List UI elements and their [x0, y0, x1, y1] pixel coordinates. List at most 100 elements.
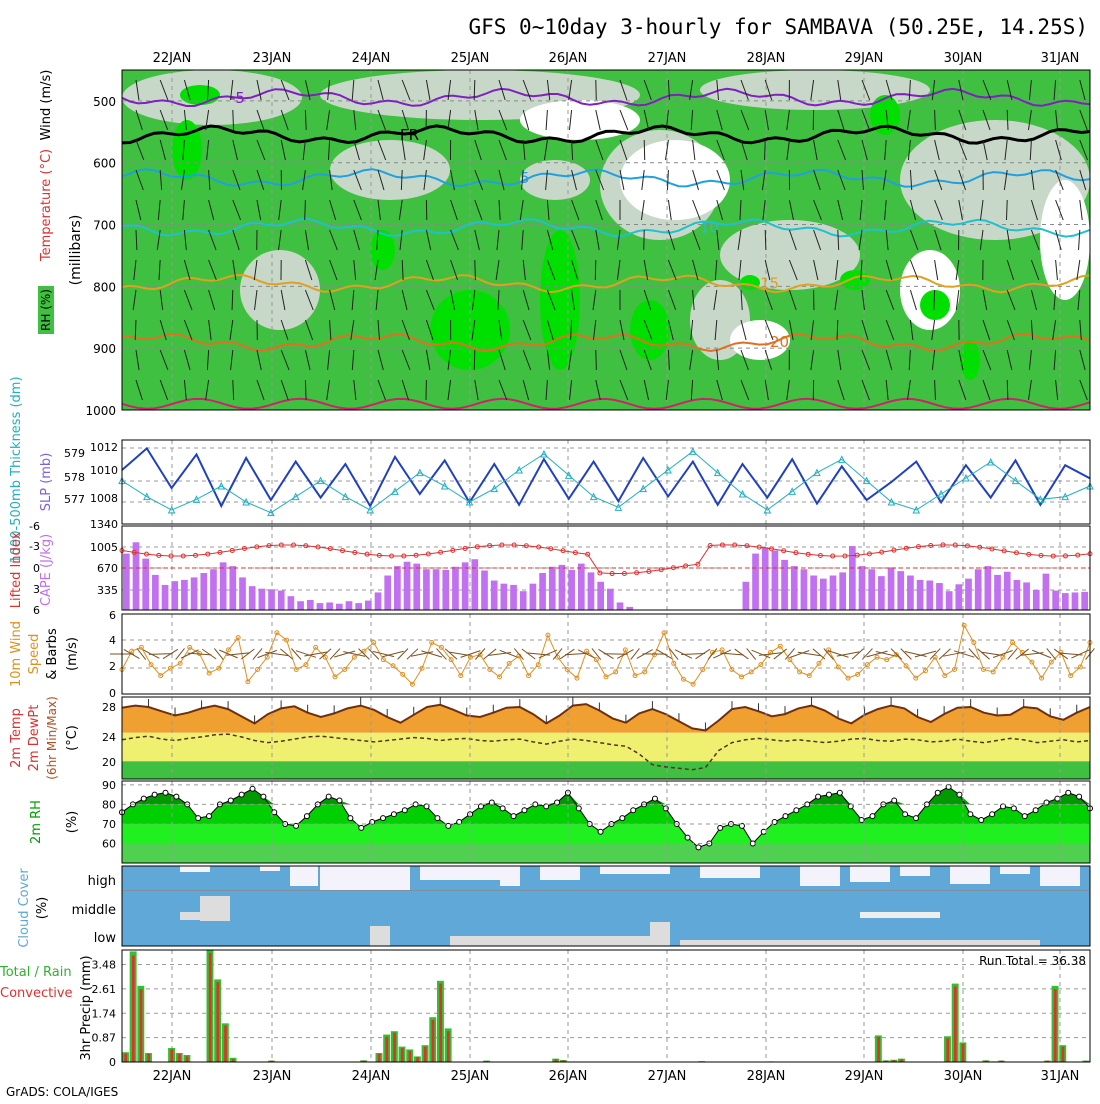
- rh-marker: [870, 814, 875, 819]
- cape-bar: [1072, 592, 1079, 610]
- rh-marker: [500, 806, 505, 811]
- cape-bar: [239, 577, 246, 610]
- cape-bar: [965, 579, 972, 610]
- wind-barb: [813, 649, 825, 659]
- cape-tick-label: 335: [97, 584, 118, 597]
- rh-marker: [979, 818, 984, 823]
- rh-marker: [337, 798, 342, 803]
- temp-tick-label: 20: [102, 756, 116, 769]
- precip-conv-bar: [447, 1031, 450, 1062]
- cape-bar: [171, 581, 178, 610]
- isotherm-label: 10: [700, 219, 719, 237]
- cape-bar: [423, 569, 430, 610]
- rh-tick-label: 60: [102, 837, 116, 850]
- cloud-row-label: high: [88, 874, 116, 889]
- rh-marker: [903, 812, 908, 817]
- rh-moist-patch: [540, 230, 580, 370]
- bottom-date-label: 31JAN: [1041, 1069, 1080, 1084]
- wind-barb: [398, 649, 408, 660]
- rh-marker: [826, 792, 831, 797]
- rh-marker: [511, 814, 516, 819]
- cape-bar: [307, 600, 314, 610]
- cloud-background: [122, 866, 1090, 946]
- cloud-ylabel-b: (%): [35, 897, 50, 920]
- rh-marker: [761, 829, 766, 834]
- cloud-low-block: [370, 926, 390, 946]
- precip-conv-bar: [140, 989, 143, 1062]
- rh-marker: [718, 825, 723, 830]
- bottom-date-label: 28JAN: [747, 1069, 786, 1084]
- cape-bar: [975, 569, 982, 610]
- cape-bar: [917, 580, 924, 610]
- cape-ylabel: CAPE (J/kg): [39, 534, 54, 606]
- wind-barb: [475, 648, 484, 659]
- cape-bar: [501, 584, 508, 610]
- cloud-high-gap: [800, 866, 840, 886]
- wind-barb: [368, 649, 379, 660]
- cape-bar: [1033, 590, 1040, 610]
- precip-run-total: Run Total = 36.38: [979, 954, 1086, 968]
- precip-conv-bar: [877, 1037, 880, 1062]
- upper-wind-barb: [644, 140, 645, 160]
- precip-conv-bar: [962, 1044, 965, 1062]
- cloud-row-label: low: [94, 931, 117, 946]
- rh-marker: [1066, 790, 1071, 795]
- temp-fill-area: [122, 704, 1090, 733]
- wind-ylabel-c: & Barbs: [45, 628, 60, 680]
- cloud-high-gap: [850, 866, 890, 882]
- lifted-index-line: [122, 545, 1090, 574]
- credit-text: GrADS: COLA/IGES: [6, 1085, 118, 1099]
- bottom-date-label: 26JAN: [549, 1069, 588, 1084]
- cape-bar: [288, 596, 295, 610]
- rh-marker: [783, 814, 788, 819]
- wind-barb: [901, 649, 912, 660]
- rh-marker: [631, 808, 636, 813]
- rh-marker: [1022, 814, 1027, 819]
- temp-ylabel-a: 2m Temp: [9, 708, 24, 768]
- thickness-tick-label: 579: [64, 447, 85, 460]
- cloud-high-gap: [290, 866, 318, 886]
- cape-bar: [955, 584, 962, 610]
- top-date-label: 24JAN: [352, 51, 391, 66]
- cloud-middle-block: [860, 912, 940, 918]
- rh-marker: [968, 812, 973, 817]
- precip-conv-bar: [224, 1026, 227, 1062]
- precip-conv-bar: [132, 956, 135, 1062]
- rh-below-60-band: [122, 843, 1090, 863]
- rh-marker: [522, 808, 527, 813]
- cape-bar: [220, 562, 227, 610]
- precip-conv-bar: [386, 1037, 389, 1062]
- cape-bar: [394, 566, 401, 610]
- isotherm-label: 20: [770, 333, 789, 351]
- cloud-high-gap: [500, 866, 520, 886]
- rh-marker: [228, 798, 233, 803]
- cape-bar: [433, 569, 440, 610]
- cape-tick-label: 670: [97, 562, 118, 575]
- cape-bar: [926, 581, 933, 610]
- rh-marker: [794, 808, 799, 813]
- precip-conv-bar: [401, 1048, 404, 1062]
- upper-wind-barb: [305, 200, 306, 220]
- rh-very-dry-patch: [620, 140, 730, 220]
- cape-bar: [326, 602, 333, 610]
- precip-conv-bar: [147, 1054, 150, 1062]
- slp-tick-label: 1012: [90, 441, 118, 454]
- rh-marker: [685, 835, 690, 840]
- cape-bar: [830, 576, 837, 610]
- rh-marker: [250, 786, 255, 791]
- cape-bar: [597, 582, 604, 610]
- wind-tick-label: 6: [109, 609, 116, 622]
- rh-marker: [326, 794, 331, 799]
- wind-barb: [407, 649, 418, 660]
- rh-marker: [304, 814, 309, 819]
- cloud-low-block: [680, 940, 1040, 946]
- rh-marker: [348, 816, 353, 821]
- rh-ylabel-b: (%): [65, 811, 80, 834]
- wind-tick-label: 0: [109, 687, 116, 700]
- wind-barb: [939, 649, 950, 660]
- bottom-date-label: 22JAN: [153, 1069, 192, 1084]
- cape-bar: [404, 562, 411, 610]
- cloud-row-label: middle: [72, 903, 116, 918]
- upper-ylabel-pressure: (millibars): [68, 215, 84, 286]
- precip-conv-bar: [393, 1033, 396, 1062]
